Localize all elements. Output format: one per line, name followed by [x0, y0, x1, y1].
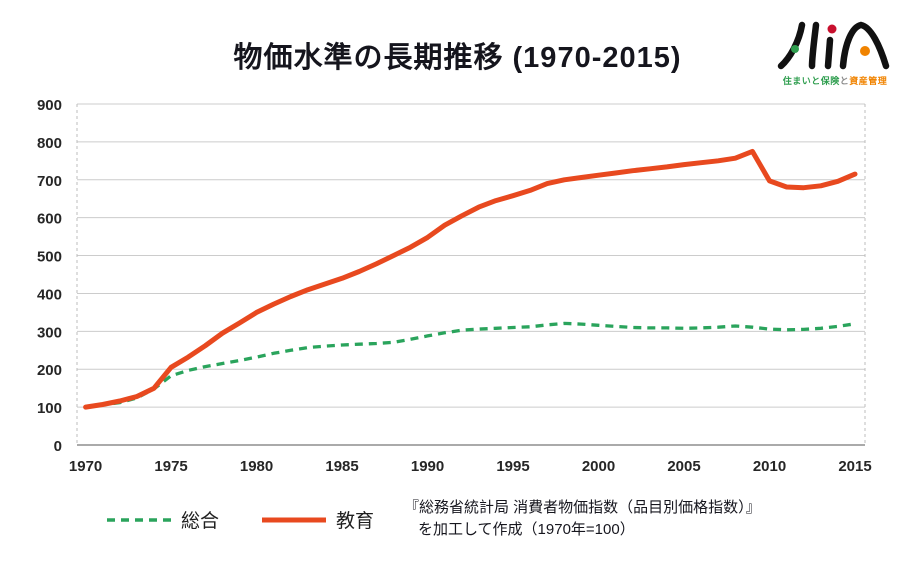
- hia-logo: 住まいと保険と資産管理: [765, 20, 905, 86]
- logo-tagline: 住まいと保険と資産管理: [782, 76, 888, 86]
- x-axis-tick-label: 1995: [496, 458, 529, 475]
- source-note-line1: 『総務省統計局 消費者物価指数（品目別価格指数）』: [404, 499, 761, 516]
- y-axis-tick-label: 500: [37, 249, 62, 266]
- y-axis-tick-label: 400: [37, 286, 62, 303]
- x-axis-tick-label: 2010: [753, 458, 786, 475]
- x-axis-tick-label: 2015: [838, 458, 871, 475]
- hia-logo-mark: [777, 21, 890, 70]
- y-axis-tick-label: 100: [37, 400, 62, 417]
- x-axis-tick-label: 2005: [667, 458, 700, 475]
- x-axis-tick-label: 1985: [325, 458, 358, 475]
- x-axis-tick-label: 2000: [582, 458, 615, 475]
- legend-label-kyoiku: 教育: [336, 511, 375, 532]
- y-axis-tick-label: 600: [37, 211, 62, 228]
- y-axis-tick-label: 700: [37, 173, 62, 190]
- y-axis-tick-label: 300: [37, 324, 62, 341]
- y-axis-tick-label: 0: [54, 438, 62, 455]
- dashed-line-sample: [107, 517, 171, 522]
- legend-label-sogo: 総合: [181, 511, 220, 532]
- logo-green-dot: [791, 45, 799, 53]
- solid-line-sample: [262, 517, 327, 522]
- x-axis-tick-label: 1990: [411, 458, 444, 475]
- source-note: 『総務省統計局 消費者物価指数（品目別価格指数）』 を加工して作成（1970年=…: [404, 497, 761, 541]
- x-axis-tick-label: 1975: [154, 458, 187, 475]
- chart-legend: 総合 教育: [106, 506, 374, 533]
- logo-orange-dot: [860, 46, 870, 56]
- y-axis-tick-label: 900: [37, 97, 62, 114]
- x-axis-tick-label: 1980: [240, 458, 273, 475]
- series-line-総合: [85, 321, 856, 409]
- legend-item-sogo: 総合: [106, 506, 219, 533]
- legend-item-kyoiku: 教育: [261, 506, 374, 533]
- logo-red-dot: [827, 24, 837, 34]
- page-title: 物価水準の長期推移 (1970-2015): [233, 42, 682, 74]
- x-axis-tick-label: 1970: [69, 458, 102, 475]
- source-note-line2: を加工して作成（1970年=100）: [418, 521, 635, 538]
- series-line-教育: [83, 148, 858, 410]
- y-axis-tick-label: 200: [37, 362, 62, 379]
- y-axis-tick-label: 800: [37, 135, 62, 152]
